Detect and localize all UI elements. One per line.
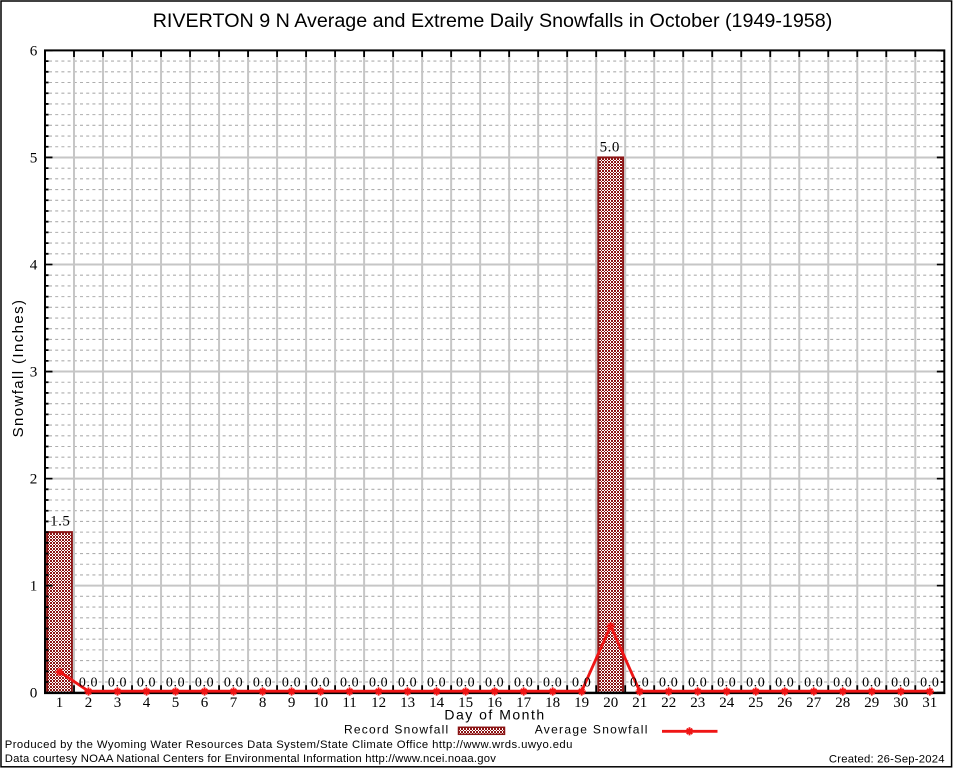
svg-text:Average Snowfall: Average Snowfall: [535, 723, 649, 737]
svg-text:23: 23: [690, 695, 705, 711]
svg-text:0.0: 0.0: [137, 675, 156, 690]
svg-text:0.0: 0.0: [456, 675, 475, 690]
svg-text:25: 25: [748, 695, 763, 711]
svg-text:Snowfall (Inches): Snowfall (Inches): [10, 299, 27, 438]
svg-text:1.5: 1.5: [50, 514, 70, 530]
svg-text:0.0: 0.0: [746, 675, 765, 690]
svg-text:0.0: 0.0: [224, 675, 243, 690]
svg-text:0.0: 0.0: [833, 675, 852, 690]
svg-text:11: 11: [342, 695, 356, 711]
svg-text:24: 24: [719, 695, 735, 711]
svg-text:0.0: 0.0: [804, 675, 823, 690]
svg-text:3: 3: [114, 695, 122, 711]
svg-text:16: 16: [487, 695, 503, 711]
svg-text:0.0: 0.0: [659, 675, 678, 690]
svg-text:29: 29: [864, 695, 879, 711]
svg-text:2: 2: [85, 695, 93, 711]
svg-text:0.0: 0.0: [253, 675, 272, 690]
svg-text:Produced by the Wyoming Water: Produced by the Wyoming Water Resources …: [5, 739, 573, 751]
svg-text:28: 28: [835, 695, 850, 711]
svg-text:Day of Month: Day of Month: [444, 707, 545, 723]
svg-text:Record Snowfall: Record Snowfall: [344, 723, 449, 737]
svg-text:0.0: 0.0: [775, 675, 794, 690]
svg-text:0.0: 0.0: [340, 675, 359, 690]
svg-text:4: 4: [143, 695, 151, 711]
svg-text:0.0: 0.0: [920, 675, 939, 690]
svg-text:0.0: 0.0: [427, 675, 446, 690]
svg-text:17: 17: [516, 695, 532, 711]
svg-text:0.0: 0.0: [311, 675, 330, 690]
svg-text:5: 5: [30, 149, 38, 166]
svg-text:13: 13: [400, 695, 415, 711]
svg-text:0.0: 0.0: [717, 675, 736, 690]
svg-text:27: 27: [806, 695, 822, 711]
svg-text:15: 15: [458, 695, 473, 711]
svg-text:20: 20: [603, 695, 618, 711]
svg-text:0.0: 0.0: [282, 675, 301, 690]
svg-text:5.0: 5.0: [600, 139, 620, 155]
svg-text:0.0: 0.0: [485, 675, 504, 690]
svg-text:21: 21: [632, 695, 647, 711]
svg-text:0.0: 0.0: [630, 675, 649, 690]
svg-text:31: 31: [922, 695, 937, 711]
svg-text:18: 18: [545, 695, 560, 711]
svg-text:0.0: 0.0: [514, 675, 533, 690]
svg-text:4: 4: [30, 257, 38, 274]
svg-text:22: 22: [661, 695, 676, 711]
svg-text:12: 12: [371, 695, 386, 711]
svg-text:0.0: 0.0: [108, 675, 127, 690]
svg-text:0.0: 0.0: [572, 675, 591, 690]
svg-text:Created: 26-Sep-2024: Created: 26-Sep-2024: [829, 753, 945, 765]
svg-text:30: 30: [893, 695, 908, 711]
svg-text:14: 14: [429, 695, 445, 711]
svg-text:0.0: 0.0: [688, 675, 707, 690]
svg-text:2: 2: [30, 471, 38, 488]
svg-text:RIVERTON 9 N Average and Extre: RIVERTON 9 N Average and Extreme Daily S…: [153, 10, 833, 32]
svg-text:0.0: 0.0: [543, 675, 562, 690]
svg-text:0.0: 0.0: [862, 675, 881, 690]
svg-text:0: 0: [30, 685, 38, 702]
svg-text:3: 3: [30, 364, 38, 381]
svg-text:10: 10: [313, 695, 328, 711]
svg-text:5: 5: [172, 695, 180, 711]
svg-text:26: 26: [777, 695, 793, 711]
svg-text:Data courtesy NOAA National Ce: Data courtesy NOAA National Centers for …: [5, 753, 496, 765]
svg-text:0.0: 0.0: [398, 675, 417, 690]
svg-text:1: 1: [56, 695, 64, 711]
svg-text:6: 6: [201, 695, 209, 711]
svg-text:8: 8: [259, 695, 267, 711]
svg-text:9: 9: [288, 695, 296, 711]
svg-text:1: 1: [30, 578, 38, 595]
svg-text:6: 6: [30, 42, 38, 59]
svg-text:0.0: 0.0: [891, 675, 910, 690]
svg-text:0.0: 0.0: [166, 675, 185, 690]
svg-text:7: 7: [230, 695, 238, 711]
svg-text:0.0: 0.0: [195, 675, 214, 690]
svg-text:0.0: 0.0: [79, 675, 98, 690]
svg-text:19: 19: [574, 695, 589, 711]
svg-text:0.0: 0.0: [369, 675, 388, 690]
